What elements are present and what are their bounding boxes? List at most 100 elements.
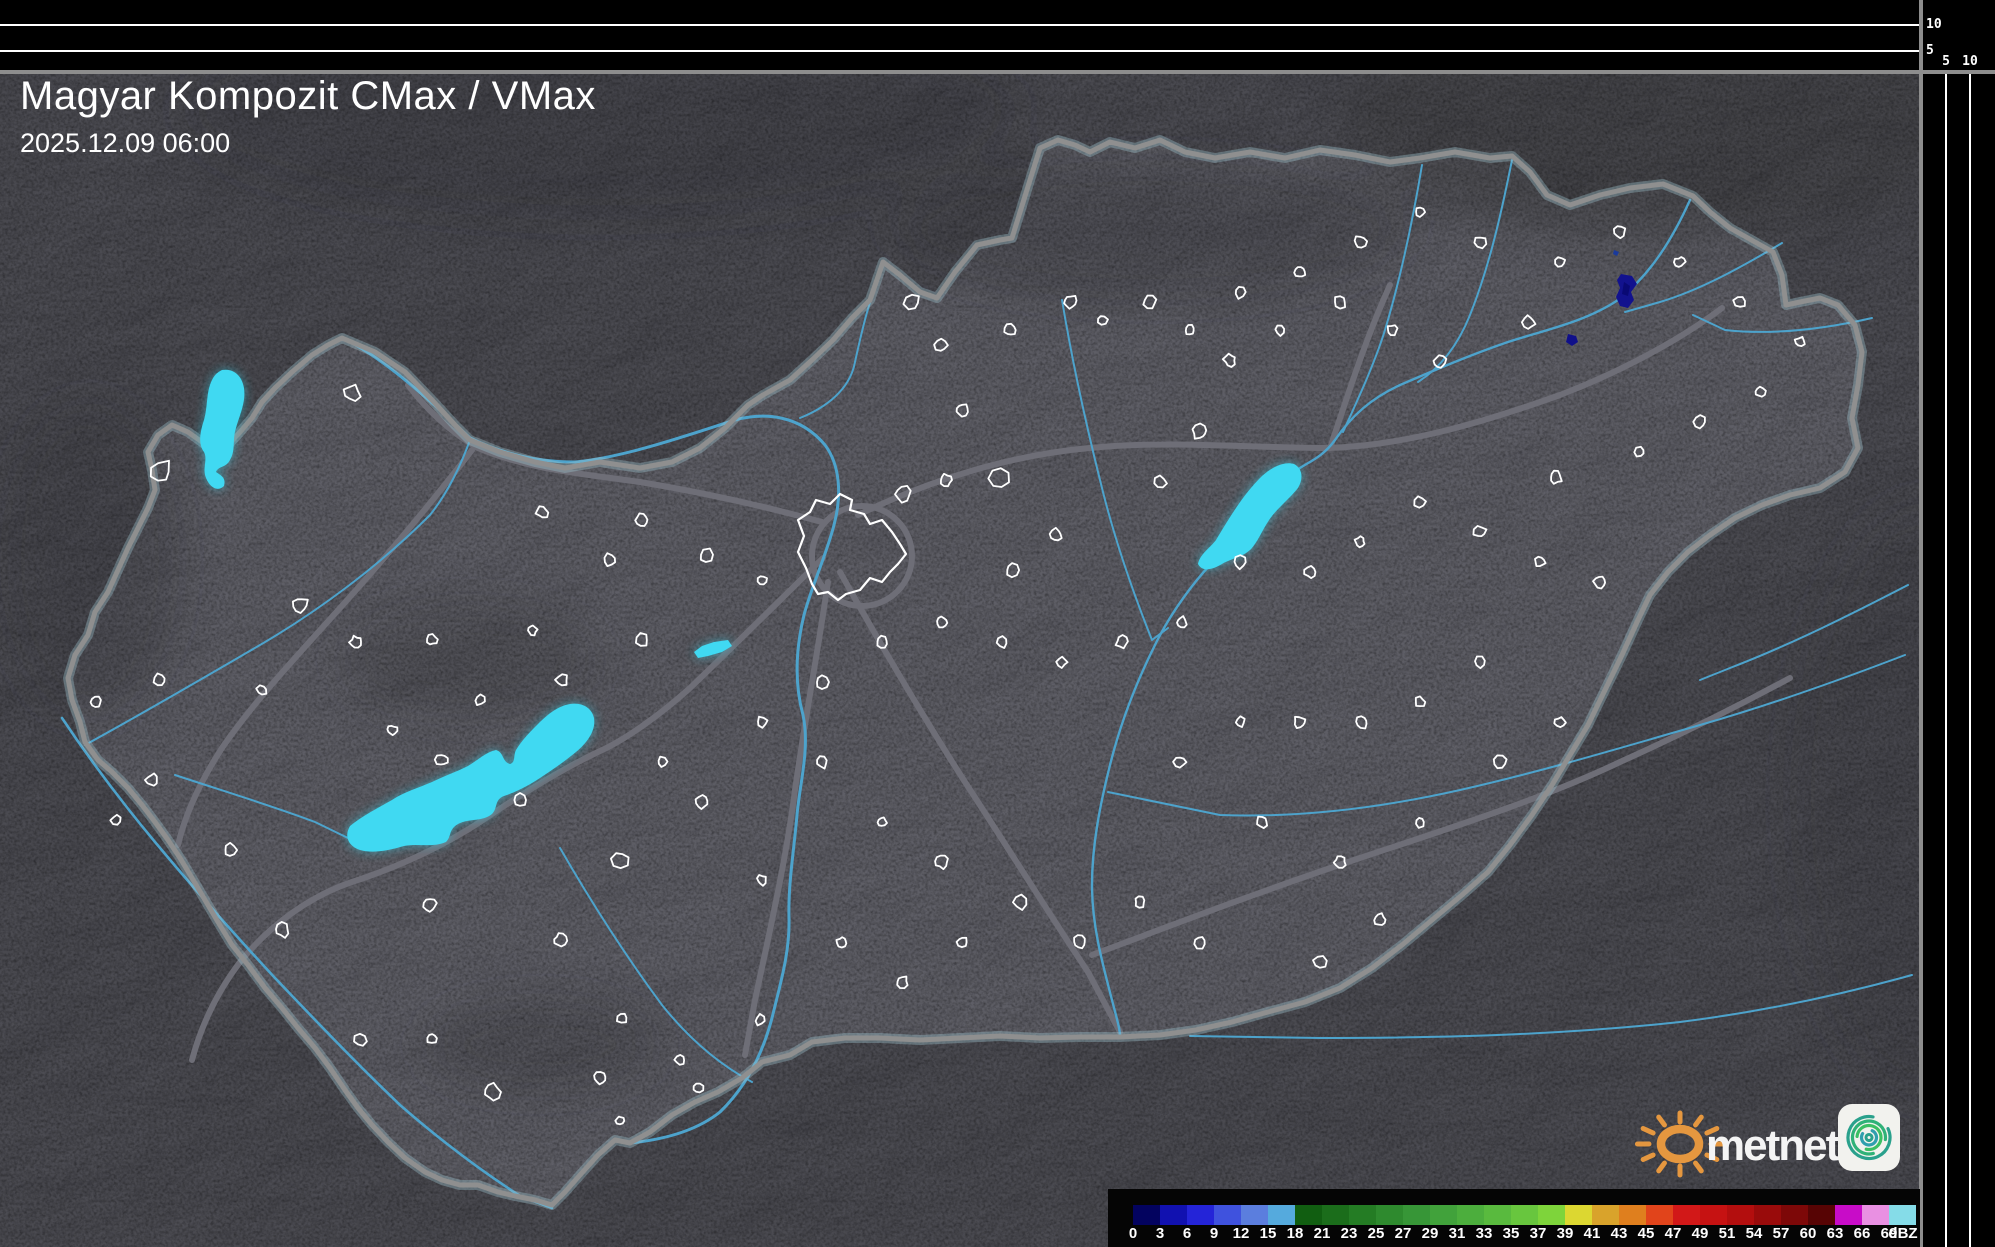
city-outline — [616, 1012, 628, 1024]
sun-icon — [1634, 1110, 1726, 1178]
city-outline — [1472, 525, 1488, 537]
cities-layer — [89, 206, 1806, 1126]
road-m0-ring — [809, 503, 915, 609]
dbz-tick-label: 15 — [1259, 1225, 1277, 1242]
city-outline — [936, 615, 949, 629]
dbz-tick-label: 21 — [1313, 1225, 1331, 1242]
city-outline — [1692, 414, 1706, 430]
city-outline — [89, 695, 102, 708]
river-drava — [60, 716, 554, 1210]
city-outline — [756, 575, 768, 586]
city-outline — [1012, 893, 1028, 911]
city-outline — [1432, 354, 1448, 369]
timestamp: 2025.12.09 06:00 — [20, 128, 231, 158]
dbz-tick-label: 9 — [1209, 1225, 1219, 1242]
dbz-tick-label: 43 — [1610, 1225, 1628, 1242]
road-m6 — [742, 579, 831, 1058]
city-outline — [634, 512, 649, 527]
dbz-tick-label: 33 — [1475, 1225, 1493, 1242]
city-outline — [275, 921, 290, 939]
city-outline — [1613, 225, 1627, 240]
city-outline — [1312, 955, 1328, 969]
city-outline — [995, 635, 1008, 649]
city-outline — [933, 337, 949, 352]
dbz-tick-label: 18 — [1286, 1225, 1304, 1242]
dbz-segment-23 — [1349, 1205, 1376, 1225]
city-outline — [692, 1082, 705, 1094]
scale-label-top-10: 10 — [1926, 17, 1942, 32]
river-koros-branch — [1699, 584, 1909, 681]
city-outline — [1221, 352, 1236, 368]
city-outline — [1355, 715, 1368, 730]
city-outline — [1673, 256, 1687, 268]
river-tisza-upper — [1295, 198, 1692, 472]
country-border — [65, 137, 1865, 1208]
lake-tisza — [1198, 463, 1302, 570]
dbz-tick-label: 45 — [1637, 1225, 1655, 1242]
lakes-layer — [200, 369, 1302, 852]
dbz-tick-label: 23 — [1340, 1225, 1358, 1242]
river-raba — [84, 439, 471, 746]
dbz-segment-21 — [1322, 1205, 1349, 1225]
city-outline — [1521, 314, 1537, 330]
city-outline — [1373, 912, 1387, 926]
river-bodrog — [1624, 242, 1783, 313]
rivers-layer — [60, 159, 1913, 1210]
city-outline — [342, 383, 362, 403]
city-outline — [1142, 294, 1158, 310]
city-outline — [603, 552, 616, 567]
road-m1 — [405, 382, 825, 525]
dbz-segment-18 — [1295, 1205, 1322, 1225]
city-outline — [1063, 294, 1078, 310]
city-outline — [896, 975, 909, 990]
city-outline — [610, 852, 630, 869]
city-outline — [1073, 934, 1086, 950]
city-outline — [109, 813, 122, 826]
city-outline — [816, 755, 828, 770]
lake-balaton — [347, 703, 595, 852]
dbz-segment-60 — [1808, 1205, 1835, 1225]
dbz-tick-label: 54 — [1745, 1225, 1763, 1242]
river-sio — [559, 847, 753, 1083]
city-outline — [876, 816, 888, 827]
city-outline — [149, 459, 170, 482]
precipitation-echo — [1566, 334, 1578, 346]
city-outline — [614, 1115, 626, 1126]
city-outline — [955, 936, 968, 948]
river-zala — [174, 774, 349, 839]
city-outline — [657, 755, 669, 768]
dbz-segment-49 — [1700, 1205, 1727, 1225]
logo-text: metnet — [1706, 1121, 1841, 1170]
dbz-tick-label: 6 — [1182, 1225, 1192, 1242]
city-outline — [955, 403, 969, 418]
city-outline — [635, 632, 648, 647]
dbz-tick-label: 31 — [1448, 1225, 1466, 1242]
city-outline — [1415, 206, 1426, 218]
city-outline — [940, 472, 953, 488]
city-outline — [1754, 385, 1767, 398]
dbz-segment-43 — [1619, 1205, 1646, 1225]
dbz-segment-33 — [1484, 1205, 1511, 1225]
city-outline — [1386, 324, 1399, 337]
dbz-tick-label: 49 — [1691, 1225, 1709, 1242]
lake-velence — [694, 640, 732, 658]
city-outline — [754, 1013, 766, 1027]
dbz-segment-47 — [1673, 1205, 1700, 1225]
city-outline — [1172, 756, 1188, 769]
height-gridline-10km — [0, 24, 1920, 26]
city-outline — [1097, 315, 1109, 326]
city-outline — [816, 674, 830, 690]
city-outline — [386, 725, 399, 736]
city-outline — [1492, 754, 1508, 770]
dbz-tick-label: 41 — [1583, 1225, 1601, 1242]
dbz-segment-31 — [1457, 1205, 1484, 1225]
budapest-outline — [796, 492, 908, 602]
city-outline — [348, 634, 362, 649]
city-outline — [1234, 715, 1246, 728]
dbz-segment-6 — [1187, 1205, 1214, 1225]
scale-label-right-5: 5 — [1942, 54, 1950, 69]
dbz-segment-45 — [1646, 1205, 1673, 1225]
city-outline — [1415, 817, 1425, 829]
city-outline — [876, 634, 888, 649]
city-outline — [700, 547, 714, 563]
